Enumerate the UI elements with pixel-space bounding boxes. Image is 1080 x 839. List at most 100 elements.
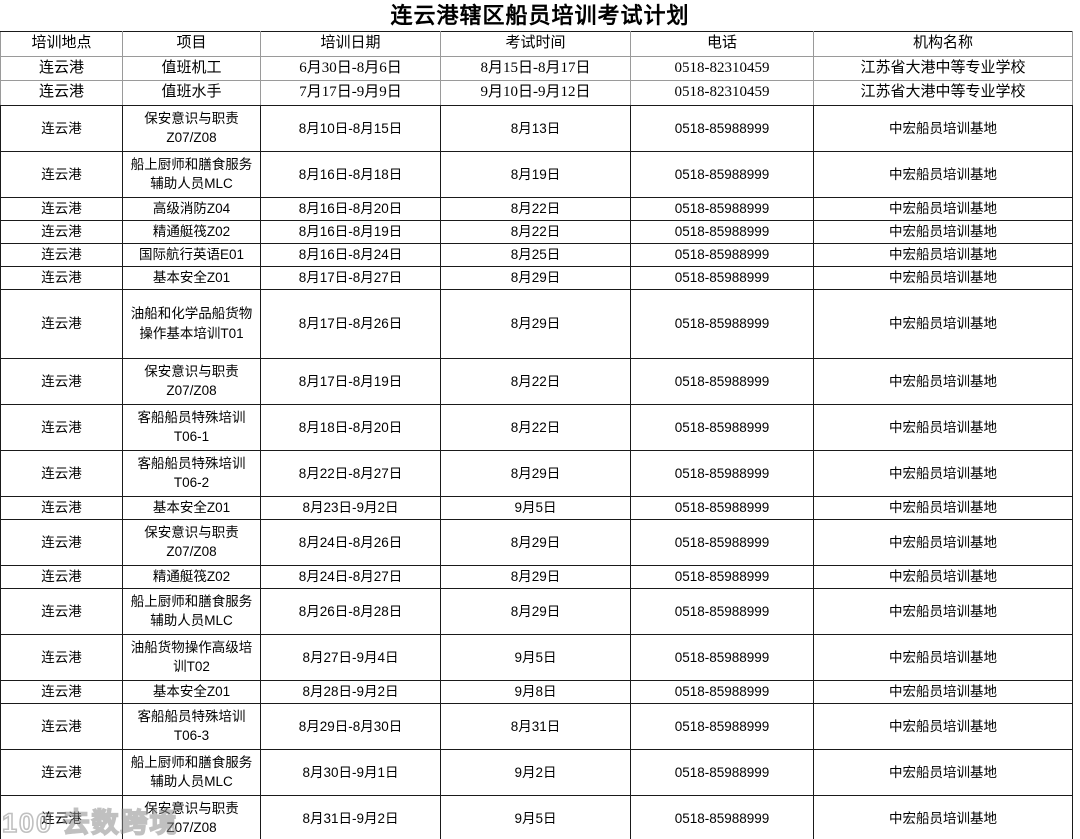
cell-project: 船上厨师和膳食服务辅助人员MLC bbox=[122, 748, 261, 796]
cell-training-date: 8月16日-8月18日 bbox=[260, 150, 441, 198]
cell-exam-date: 8月22日 bbox=[440, 219, 631, 244]
cell-training-date: 8月10日-8月15日 bbox=[260, 104, 441, 152]
cell-location: 连云港 bbox=[0, 288, 123, 359]
cell-phone: 0518-85988999 bbox=[630, 104, 814, 152]
cell-project: 客船船员特殊培训T06-1 bbox=[122, 403, 261, 451]
cell-institution: 中宏船员培训基地 bbox=[813, 150, 1073, 198]
cell-phone: 0518-85988999 bbox=[630, 794, 814, 839]
cell-exam-date: 8月19日 bbox=[440, 150, 631, 198]
cell-exam-date: 8月31日 bbox=[440, 702, 631, 750]
cell-exam-date: 9月10日-9月12日 bbox=[440, 80, 631, 106]
cell-phone: 0518-85988999 bbox=[630, 702, 814, 750]
cell-exam-date: 8月22日 bbox=[440, 357, 631, 405]
training-schedule-table: 培训地点 项目 培训日期 考试时间 电话 机构名称 连云港 值班机工 6月30日-8… bbox=[0, 31, 1073, 839]
cell-institution: 中宏船员培训基地 bbox=[813, 748, 1073, 796]
cell-training-date: 8月16日-8月20日 bbox=[260, 196, 441, 221]
cell-training-date: 8月24日-8月27日 bbox=[260, 564, 441, 589]
cell-exam-date: 9月8日 bbox=[440, 679, 631, 704]
column-header-exam-date: 考试时间 bbox=[440, 31, 631, 57]
cell-location: 连云港 bbox=[0, 150, 123, 198]
cell-training-date: 8月26日-8月28日 bbox=[260, 587, 441, 635]
cell-location: 连云港 bbox=[0, 55, 123, 82]
cell-location: 连云港 bbox=[0, 794, 123, 839]
cell-institution: 中宏船员培训基地 bbox=[813, 196, 1073, 221]
table-row: 连云港 值班机工 6月30日-8月6日 8月15日-8月17日 0518-8231045… bbox=[0, 55, 1073, 82]
table-row: 连云港 值班水手 7月17日-9月9日 9月10日-9月12日 0518-8231045… bbox=[0, 80, 1073, 106]
cell-exam-date: 8月29日 bbox=[440, 564, 631, 589]
cell-institution: 中宏船员培训基地 bbox=[813, 288, 1073, 359]
cell-project: 高级消防Z04 bbox=[122, 196, 261, 221]
cell-location: 连云港 bbox=[0, 679, 123, 704]
cell-institution: 江苏省大港中等专业学校 bbox=[813, 55, 1073, 82]
cell-location: 连云港 bbox=[0, 196, 123, 221]
cell-training-date: 8月30日-9月1日 bbox=[260, 748, 441, 796]
column-header-institution: 机构名称 bbox=[813, 31, 1073, 57]
cell-training-date: 8月16日-8月19日 bbox=[260, 219, 441, 244]
cell-exam-date: 8月22日 bbox=[440, 196, 631, 221]
cell-exam-date: 8月29日 bbox=[440, 587, 631, 635]
cell-exam-date: 8月13日 bbox=[440, 104, 631, 152]
table-row: 连云港 客船船员特殊培训T06-1 8月18日-8月20日 8月22日 0518-859… bbox=[0, 403, 1073, 451]
cell-institution: 中宏船员培训基地 bbox=[813, 104, 1073, 152]
cell-phone: 0518-85988999 bbox=[630, 518, 814, 566]
cell-project: 油船和化学品船货物操作基本培训T01 bbox=[122, 288, 261, 359]
cell-location: 连云港 bbox=[0, 80, 123, 106]
cell-training-date: 8月23日-9月2日 bbox=[260, 495, 441, 520]
cell-institution: 中宏船员培训基地 bbox=[813, 219, 1073, 244]
cell-institution: 中宏船员培训基地 bbox=[813, 449, 1073, 497]
table-row: 连云港 客船船员特殊培训T06-2 8月22日-8月27日 8月29日 0518-859… bbox=[0, 449, 1073, 497]
cell-institution: 中宏船员培训基地 bbox=[813, 587, 1073, 635]
table-row: 连云港 保安意识与职责Z07/Z08 8月24日-8月26日 8月29日 0518-85… bbox=[0, 518, 1073, 566]
cell-training-date: 8月22日-8月27日 bbox=[260, 449, 441, 497]
cell-project: 保安意识与职责Z07/Z08 bbox=[122, 518, 261, 566]
cell-institution: 中宏船员培训基地 bbox=[813, 242, 1073, 267]
table-row: 连云港 基本安全Z01 8月23日-9月2日 9月5日 0518-85988999 中宏船… bbox=[0, 495, 1073, 520]
cell-training-date: 8月31日-9月2日 bbox=[260, 794, 441, 839]
table-row: 连云港 客船船员特殊培训T06-3 8月29日-8月30日 8月31日 0518-859… bbox=[0, 702, 1073, 750]
cell-project: 保安意识与职责Z07/Z08 bbox=[122, 794, 261, 839]
cell-phone: 0518-85988999 bbox=[630, 288, 814, 359]
cell-phone: 0518-85988999 bbox=[630, 679, 814, 704]
cell-project: 基本安全Z01 bbox=[122, 265, 261, 290]
cell-project: 船上厨师和膳食服务辅助人员MLC bbox=[122, 587, 261, 635]
cell-training-date: 8月28日-9月2日 bbox=[260, 679, 441, 704]
cell-phone: 0518-85988999 bbox=[630, 150, 814, 198]
cell-institution: 中宏船员培训基地 bbox=[813, 403, 1073, 451]
cell-institution: 中宏船员培训基地 bbox=[813, 265, 1073, 290]
cell-phone: 0518-85988999 bbox=[630, 495, 814, 520]
column-header-training-date: 培训日期 bbox=[260, 31, 441, 57]
cell-phone: 0518-85988999 bbox=[630, 219, 814, 244]
column-header-location: 培训地点 bbox=[0, 31, 123, 57]
cell-location: 连云港 bbox=[0, 403, 123, 451]
table-row: 连云港 油船和化学品船货物操作基本培训T01 8月17日-8月26日 8月29日 051… bbox=[0, 288, 1073, 359]
cell-exam-date: 8月29日 bbox=[440, 288, 631, 359]
cell-project: 基本安全Z01 bbox=[122, 495, 261, 520]
cell-training-date: 8月17日-8月27日 bbox=[260, 265, 441, 290]
cell-exam-date: 8月29日 bbox=[440, 449, 631, 497]
cell-exam-date: 8月22日 bbox=[440, 403, 631, 451]
cell-project: 精通艇筏Z02 bbox=[122, 219, 261, 244]
cell-institution: 中宏船员培训基地 bbox=[813, 633, 1073, 681]
column-header-phone: 电话 bbox=[630, 31, 814, 57]
table-row: 连云港 基本安全Z01 8月17日-8月27日 8月29日 0518-85988999 中… bbox=[0, 265, 1073, 290]
page-title: 连云港辖区船员培训考试计划 bbox=[390, 2, 690, 28]
cell-training-date: 8月17日-8月26日 bbox=[260, 288, 441, 359]
cell-location: 连云港 bbox=[0, 587, 123, 635]
cell-training-date: 8月27日-9月4日 bbox=[260, 633, 441, 681]
cell-training-date: 6月30日-8月6日 bbox=[260, 55, 441, 82]
table-row: 连云港 船上厨师和膳食服务辅助人员MLC 8月30日-9月1日 9月2日 0518-85… bbox=[0, 748, 1073, 796]
cell-institution: 中宏船员培训基地 bbox=[813, 794, 1073, 839]
cell-location: 连云港 bbox=[0, 265, 123, 290]
cell-institution: 中宏船员培训基地 bbox=[813, 495, 1073, 520]
cell-institution: 中宏船员培训基地 bbox=[813, 679, 1073, 704]
cell-exam-date: 9月5日 bbox=[440, 633, 631, 681]
table-row: 连云港 油船货物操作高级培训T02 8月27日-9月4日 9月5日 0518-85988… bbox=[0, 633, 1073, 681]
cell-institution: 中宏船员培训基地 bbox=[813, 564, 1073, 589]
table-row: 连云港 船上厨师和膳食服务辅助人员MLC 8月26日-8月28日 8月29日 0518-… bbox=[0, 587, 1073, 635]
cell-institution: 中宏船员培训基地 bbox=[813, 518, 1073, 566]
cell-institution: 江苏省大港中等专业学校 bbox=[813, 80, 1073, 106]
cell-exam-date: 8月15日-8月17日 bbox=[440, 55, 631, 82]
cell-training-date: 8月29日-8月30日 bbox=[260, 702, 441, 750]
cell-project: 油船货物操作高级培训T02 bbox=[122, 633, 261, 681]
